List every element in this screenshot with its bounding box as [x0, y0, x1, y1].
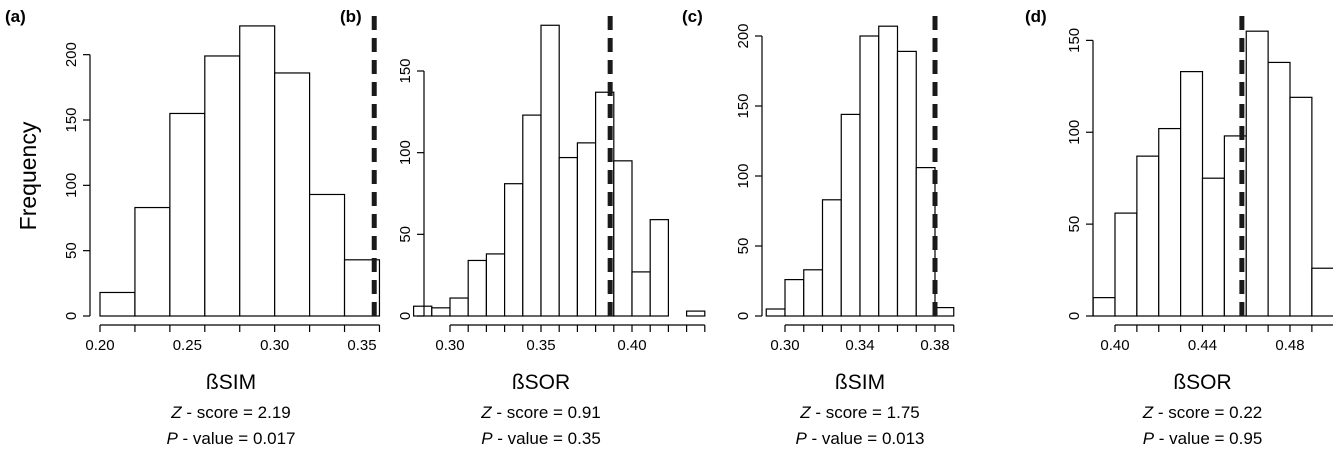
- p-value-label: P - value = 0.35: [481, 429, 601, 448]
- histogram-bar: [413, 305, 433, 317]
- histogram-bar: [1289, 96, 1313, 317]
- x-axis-title: ßSOR: [512, 371, 570, 394]
- y-tick-label: 50: [735, 238, 752, 255]
- x-tick-label: 0.25: [173, 337, 202, 354]
- histogram-bar: [1158, 127, 1182, 317]
- histogram-bar: [1267, 61, 1291, 317]
- z-score-label: Z - score = 2.19: [170, 403, 291, 422]
- y-tick-label: 50: [397, 226, 414, 243]
- histogram-bar: [274, 72, 311, 317]
- histogram-bar: [558, 156, 579, 317]
- histogram-bar: [840, 113, 861, 317]
- histogram-bar: [99, 291, 136, 317]
- histogram-bar: [1136, 155, 1160, 317]
- histogram-bar: [239, 25, 276, 317]
- y-tick-label: 50: [1066, 216, 1083, 233]
- x-axis-title: ßSIM: [835, 371, 885, 394]
- y-tick-label: 100: [1066, 120, 1083, 145]
- histogram-bar: [522, 114, 542, 317]
- panel-label: (d): [1025, 7, 1047, 26]
- x-tick-label: 0.38: [920, 337, 949, 354]
- p-value-label: P - value = 0.017: [166, 429, 295, 448]
- y-tick-label: 0: [397, 312, 414, 320]
- histogram-bar: [485, 253, 506, 317]
- x-tick-label: 0.30: [435, 337, 464, 354]
- histogram-bar: [1114, 212, 1138, 317]
- panel-c: 0 50 100 150 200 0.30 0.34 0.38 (c) ßSIM Z - score…: [682, 7, 955, 448]
- histogram-bar: [859, 35, 880, 317]
- y-tick-label: 200: [735, 23, 752, 48]
- histogram-bar: [1201, 177, 1225, 317]
- panel-label: (a): [5, 7, 26, 26]
- y-tick-label: 200: [63, 42, 80, 67]
- p-value-label: P - value = 0.95: [1143, 429, 1263, 448]
- y-tick-label: 0: [1066, 312, 1083, 320]
- x-tick-label: 0.44: [1188, 337, 1217, 354]
- histogram-bar: [431, 307, 451, 317]
- histogram-bar: [134, 206, 171, 317]
- x-tick-label: 0.40: [1100, 337, 1129, 354]
- histogram-bar: [309, 193, 346, 317]
- histogram-bar: [915, 167, 936, 317]
- y-tick-label: 50: [63, 242, 80, 259]
- histogram-bar: [1245, 30, 1269, 317]
- y-tick-label: 0: [63, 312, 80, 320]
- z-score-label: Z - score = 0.91: [480, 403, 601, 422]
- histogram-bar: [803, 269, 824, 317]
- y-tick-label: 100: [63, 173, 80, 198]
- histogram-bar: [821, 199, 842, 317]
- y-tick-label: 150: [1066, 28, 1083, 53]
- x-tick-label: 0.48: [1275, 337, 1304, 354]
- panel-b: 0 50 100 150 0.30 0.35 0.40 (b) ßSOR Z - score = …: [340, 7, 706, 448]
- histogram-bar: [169, 112, 206, 317]
- histogram-bar: [878, 25, 899, 317]
- panel-d: 0 50 100 150 0.40 0.44 0.48 (d) ßSOR Z - score = …: [1025, 7, 1333, 448]
- histogram-bar: [613, 160, 633, 317]
- histogram-bar: [631, 271, 651, 317]
- z-score-label: Z - score = 0.22: [1142, 403, 1263, 422]
- x-axis-title: ßSIM: [206, 371, 256, 394]
- y-tick-label: 150: [63, 107, 80, 132]
- histogram-bar: [896, 50, 917, 317]
- x-tick-label: 0.20: [85, 337, 114, 354]
- histogram-bar: [504, 183, 524, 317]
- y-axis-title: Frequency: [15, 121, 41, 230]
- x-tick-label: 0.35: [347, 337, 376, 354]
- histogram-bar: [649, 219, 670, 317]
- histogram-bar: [204, 55, 241, 317]
- x-tick-label: 0.35: [526, 337, 555, 354]
- panel-label: (c): [682, 7, 703, 26]
- histogram-bar: [784, 279, 805, 317]
- histogram-bar: [685, 310, 706, 317]
- z-score-label: Z - score = 1.75: [799, 403, 920, 422]
- p-value-label: P - value = 0.013: [795, 429, 924, 448]
- x-tick-label: 0.30: [770, 337, 799, 354]
- histogram-bar: [934, 307, 955, 317]
- y-tick-label: 0: [735, 312, 752, 320]
- histogram-bar: [540, 24, 560, 317]
- panel-label: (b): [340, 7, 362, 26]
- x-axis-title: ßSOR: [1173, 371, 1231, 394]
- y-tick-label: 150: [397, 58, 414, 83]
- histogram-bar: [1180, 71, 1204, 317]
- histogram-bar: [765, 308, 786, 317]
- histogram-bar: [449, 297, 469, 317]
- x-tick-label: 0.34: [845, 337, 874, 354]
- panel-a: 0 50 100 150 200 0.20 0.25 0.30 0.35 (a) ßSIM Z - s…: [5, 7, 381, 448]
- x-tick-label: 0.40: [617, 337, 646, 354]
- x-tick-label: 0.30: [260, 337, 289, 354]
- y-tick-label: 100: [397, 140, 414, 165]
- y-tick-label: 150: [735, 93, 752, 118]
- y-tick-label: 100: [735, 163, 752, 188]
- histogram-bar: [1311, 267, 1333, 317]
- histogram-bar: [576, 142, 597, 317]
- histogram-bar: [467, 259, 488, 317]
- histogram-bar: [1092, 297, 1116, 317]
